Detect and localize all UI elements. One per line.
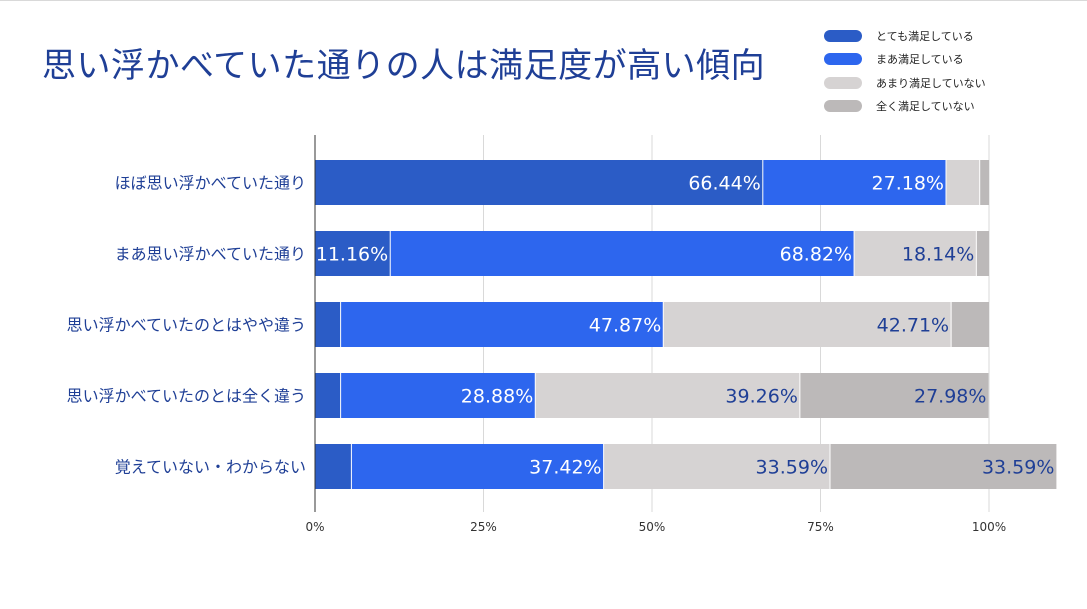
legend-item: あまり満足していない	[824, 71, 986, 95]
data-label: 27.18%	[872, 173, 944, 195]
data-label: 66.44%	[688, 173, 760, 195]
bar-segment	[315, 373, 341, 418]
legend-swatch	[824, 53, 862, 66]
bar-segment	[315, 231, 391, 276]
category-label: まあ思い浮かべていた通り	[115, 245, 306, 264]
category-label: 思い浮かべていたのとは全く違う	[67, 387, 306, 406]
bar-segment	[830, 444, 1057, 489]
bar-segment	[945, 160, 980, 205]
category-label: 覚えていない・わからない	[115, 458, 306, 477]
bar-segment	[390, 231, 855, 276]
top-divider	[0, 0, 1087, 1]
legend-item: まあ満足している	[824, 48, 986, 72]
bar-segment	[315, 444, 352, 489]
x-tick-label: 50%	[639, 520, 666, 534]
category-label: ほぼ思い浮かべていた通り	[115, 174, 306, 193]
bar-segment	[603, 444, 831, 489]
bar-segment	[951, 302, 989, 347]
x-tick-label: 75%	[807, 520, 834, 534]
bar-segment	[799, 373, 989, 418]
data-label: 39.26%	[725, 386, 797, 408]
legend-swatch	[824, 29, 862, 42]
page-title: 思い浮かべていた通りの人は満足度が高い傾向	[42, 46, 766, 86]
bar-segment	[976, 231, 989, 276]
data-label: 37.42%	[529, 457, 601, 479]
x-tick-label: 100%	[972, 520, 1006, 534]
bar-segment	[340, 302, 664, 347]
bar-segment	[315, 160, 763, 205]
data-label: 27.98%	[914, 386, 986, 408]
data-label: 18.14%	[902, 244, 974, 266]
chart-legend: とても満足している まあ満足しているあまり満足していない 全く満足していない	[824, 24, 986, 118]
legend-label: まあ満足している	[876, 53, 964, 67]
legend-label: とても満足している	[876, 29, 974, 43]
data-label: 42.71%	[877, 315, 949, 337]
bar-segment	[351, 444, 604, 489]
bar-segment	[663, 302, 952, 347]
data-label: 28.88%	[461, 386, 533, 408]
category-label: 思い浮かべていたのとはやや違う	[67, 316, 306, 335]
data-label: 47.87%	[589, 315, 661, 337]
legend-label: あまり満足していない	[876, 76, 986, 90]
legend-label: 全く満足していない	[876, 100, 975, 114]
bar-segment	[854, 231, 977, 276]
data-label: 68.82%	[780, 244, 852, 266]
legend-swatch	[824, 100, 862, 113]
data-label: 33.59%	[756, 457, 828, 479]
bar-segment	[340, 373, 536, 418]
bar-segment	[762, 160, 946, 205]
legend-swatch	[824, 76, 862, 89]
bar-segment	[979, 160, 989, 205]
data-label: 11.16%	[316, 244, 388, 266]
data-label: 33.59%	[982, 457, 1054, 479]
x-tick-label: 0%	[305, 520, 324, 534]
legend-item: 全く満足していない	[824, 95, 986, 119]
legend-item: とても満足している	[824, 24, 986, 48]
bar-segment	[315, 302, 341, 347]
x-tick-label: 25%	[470, 520, 497, 534]
bar-segment	[535, 373, 800, 418]
